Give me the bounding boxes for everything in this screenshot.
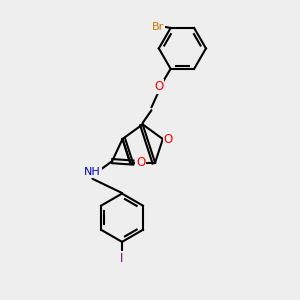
Text: O: O xyxy=(136,156,146,169)
Text: O: O xyxy=(154,80,164,93)
Text: Br: Br xyxy=(152,22,164,32)
Text: I: I xyxy=(120,252,124,266)
Text: O: O xyxy=(164,134,173,146)
Text: NH: NH xyxy=(84,167,101,177)
